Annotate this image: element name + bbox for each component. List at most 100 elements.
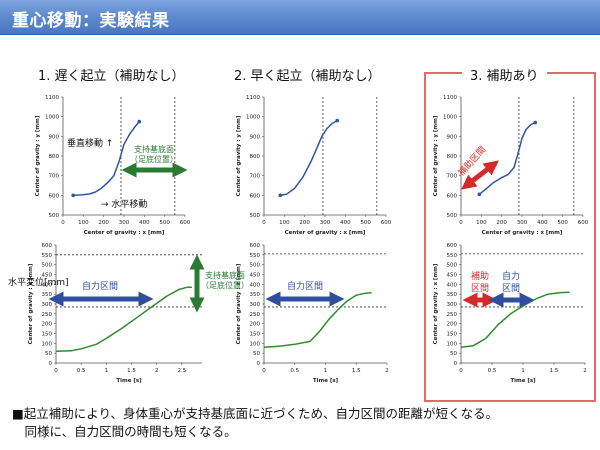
y-tick-label: 1000 — [443, 115, 457, 121]
x-tick-label: 0 — [61, 220, 65, 226]
y-tick-label: 800 — [447, 154, 458, 160]
x-tick-label: 500 — [360, 220, 371, 226]
chart-4: 0 50 100 150 200 250 300 350 400 450 500 550 600 0 0.5… — [236, 243, 389, 384]
x-tick-label: 0 — [54, 368, 58, 374]
y-axis-label: Center of gravity : y [mm] — [236, 115, 242, 196]
chart-3: 500 600 700 800 900 1000 1100 0 100 200 300 400 500 6… — [236, 95, 392, 236]
y-tick-label: 550 — [42, 253, 53, 259]
y-tick-label: 250 — [250, 312, 261, 318]
x-tick-label: 0 — [262, 220, 266, 226]
y-axis-label: Center of gravity : x [mm] — [28, 263, 34, 344]
x-tick-label: 2.5 — [177, 368, 186, 374]
x-tick-label: 200 — [98, 220, 109, 226]
y-tick-label: 900 — [49, 134, 60, 140]
y-axis-label: Center of gravity : x [mm] — [433, 263, 439, 344]
horizontal-move-label: → 水平移動 — [101, 198, 147, 210]
x-tick-label: 500 — [159, 220, 170, 226]
conclusion-line-1: ■起立補助により、身体重心が支持基底面に近づくため、自力区間の距離が短くなる。 — [12, 406, 499, 421]
y-tick-label: 250 — [42, 312, 53, 318]
y-tick-label: 100 — [250, 341, 261, 347]
x-tick-label: 100 — [279, 220, 290, 226]
own-split-label-1: 自力 — [502, 270, 520, 282]
support-base-label-4: （足底位置） — [201, 280, 249, 290]
y-tick-label: 900 — [447, 134, 458, 140]
y-tick-label: 550 — [250, 253, 261, 259]
y-axis-label: Center of gravity : y [mm] — [35, 115, 41, 196]
x-tick-label: 300 — [119, 220, 130, 226]
x-tick-label: 1.5 — [127, 368, 136, 374]
y-tick-label: 400 — [447, 282, 458, 288]
trajectory-point — [137, 119, 142, 124]
y-tick-label: 400 — [42, 282, 53, 288]
y-tick-label: 450 — [447, 273, 458, 279]
y-tick-label: 450 — [250, 273, 261, 279]
y-tick-label: 1100 — [45, 95, 59, 101]
trajectory-line — [55, 286, 192, 352]
y-tick-label: 700 — [49, 174, 60, 180]
panel-2-title: 2. 早く起立（補助なし） — [234, 69, 381, 84]
y-tick-label: 0 — [257, 361, 261, 367]
y-tick-label: 500 — [42, 263, 53, 269]
y-tick-label: 500 — [49, 213, 60, 219]
panel-3-title: 3. 補助あり — [462, 65, 547, 84]
y-tick-label: 150 — [447, 332, 458, 338]
y-tick-label: 500 — [447, 263, 458, 269]
y-tick-label: 1100 — [443, 95, 457, 101]
y-tick-label: 500 — [250, 263, 261, 269]
x-tick-label: 300 — [320, 220, 331, 226]
y-tick-label: 50 — [450, 351, 457, 357]
x-axis-label: Center of gravity : x [mm] — [482, 230, 563, 236]
trajectory-line — [73, 121, 140, 197]
x-tick-label: 1 — [521, 368, 525, 374]
y-tick-label: 350 — [250, 292, 261, 298]
trajectory-line — [478, 121, 536, 195]
x-tick-label: 0.5 — [290, 368, 299, 374]
chart-6: 0 50 100 150 200 250 300 350 400 450 500 550 600 0 0.5… — [433, 243, 587, 384]
x-tick-label: 0.5 — [488, 368, 497, 374]
header-title: 重心移動：実験結果 — [12, 11, 170, 31]
y-tick-label: 800 — [250, 154, 261, 160]
x-tick-label: 2 — [385, 368, 389, 374]
x-tick-label: 0 — [262, 368, 266, 374]
y-tick-label: 300 — [42, 302, 53, 308]
trajectory-line — [263, 292, 372, 349]
support-base-label-2: （足底位置） — [130, 154, 178, 164]
x-tick-label: 600 — [180, 220, 191, 226]
trajectory-line — [460, 291, 570, 349]
x-axis-label: Time [s] — [510, 378, 536, 384]
y-tick-label: 450 — [42, 273, 53, 279]
x-tick-label: 500 — [557, 220, 568, 226]
chart-5: 500 600 700 800 900 1000 1100 0 100 200 300 400 500 6… — [433, 95, 589, 236]
x-tick-label: 0 — [459, 368, 463, 374]
x-tick-label: 200 — [299, 220, 310, 226]
chart-2: 0 50 100 150 200 250 300 350 400 450 500 550 600 0 0.5… — [28, 243, 202, 384]
conclusion: ■起立補助により、身体重心が支持基底面に近づくため、自力区間の距離が短くなる。 … — [12, 405, 498, 441]
x-tick-label: 2 — [583, 368, 587, 374]
y-tick-label: 100 — [42, 341, 53, 347]
x-axis-label: Center of gravity : x [mm] — [285, 230, 366, 236]
x-tick-label: 1.5 — [352, 368, 361, 374]
x-tick-label: 1 — [324, 368, 328, 374]
y-tick-label: 150 — [250, 332, 261, 338]
y-tick-label: 200 — [447, 322, 458, 328]
assist-split-label-2: 区間 — [471, 283, 489, 294]
x-axis-label: Center of gravity : x [mm] — [84, 230, 165, 236]
x-tick-label: 600 — [578, 220, 589, 226]
support-base-label-3: 支持基底面 — [205, 270, 245, 280]
y-tick-label: 300 — [447, 302, 458, 308]
assist-split-label-1: 補助 — [471, 270, 489, 282]
y-tick-label: 300 — [250, 302, 261, 308]
y-tick-label: 900 — [250, 134, 261, 140]
x-tick-label: 1.5 — [550, 368, 559, 374]
x-tick-label: 400 — [139, 220, 150, 226]
y-tick-label: 200 — [42, 322, 53, 328]
x-tick-label: 300 — [517, 220, 528, 226]
x-tick-label: 100 — [476, 220, 487, 226]
x-tick-label: 600 — [381, 220, 392, 226]
trajectory-point — [477, 192, 482, 197]
support-base-label-1: 支持基底面 — [134, 144, 174, 154]
own-force-label-1: 自力区間 — [82, 280, 118, 292]
trajectory-point — [71, 193, 75, 198]
